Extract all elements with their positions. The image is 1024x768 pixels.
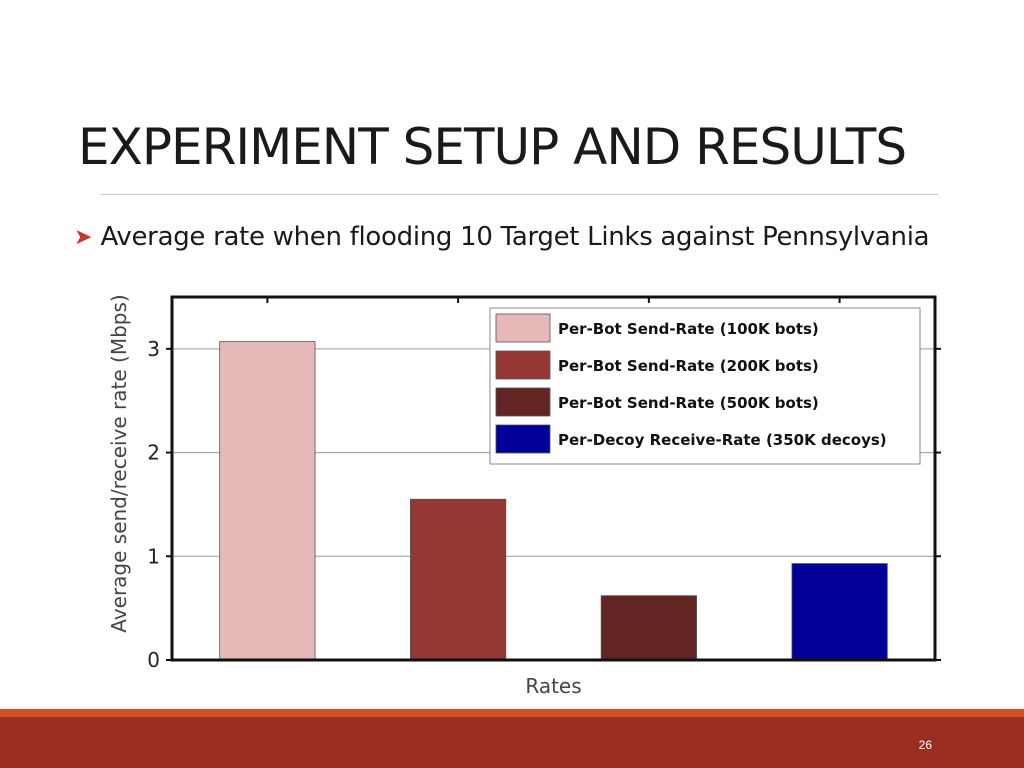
page-number: 26 bbox=[918, 738, 932, 752]
y-tick-label: 0 bbox=[147, 648, 160, 672]
bullet-item: ➤ Average rate when flooding 10 Target L… bbox=[74, 222, 930, 252]
legend-swatch bbox=[495, 350, 551, 380]
title-divider bbox=[100, 194, 938, 195]
bar bbox=[219, 341, 316, 661]
legend-label: Per-Bot Send-Rate (200K bots) bbox=[558, 357, 819, 375]
y-axis-label: Average send/receive rate (Mbps) bbox=[107, 294, 131, 632]
x-axis-label: Rates bbox=[525, 674, 581, 698]
arrow-bullet-icon: ➤ bbox=[74, 224, 93, 250]
legend-label: Per-Bot Send-Rate (500K bots) bbox=[558, 394, 819, 412]
bullet-text: Average rate when flooding 10 Target Lin… bbox=[100, 222, 930, 252]
bar bbox=[791, 563, 888, 661]
bar bbox=[410, 498, 507, 661]
legend-label: Per-Bot Send-Rate (100K bots) bbox=[558, 320, 819, 338]
legend-label: Per-Decoy Receive-Rate (350K decoys) bbox=[558, 431, 887, 449]
y-tick-label: 3 bbox=[147, 337, 160, 361]
bar bbox=[600, 595, 697, 661]
legend-swatch bbox=[495, 387, 551, 417]
plot-frame bbox=[170, 295, 937, 662]
y-tick-label: 2 bbox=[147, 441, 160, 465]
slide-title: EXPERIMENT SETUP AND RESULTS bbox=[78, 118, 907, 176]
y-tick-label: 1 bbox=[147, 544, 160, 568]
legend-box bbox=[489, 307, 921, 465]
footer-bar bbox=[0, 717, 1024, 768]
legend-swatch bbox=[495, 313, 551, 343]
footer-accent-bar bbox=[0, 709, 1024, 717]
bar-chart: 0 1 2 3 Rates Average send/receive rate (Mbps… bbox=[107, 294, 941, 698]
legend-swatch bbox=[495, 424, 551, 454]
